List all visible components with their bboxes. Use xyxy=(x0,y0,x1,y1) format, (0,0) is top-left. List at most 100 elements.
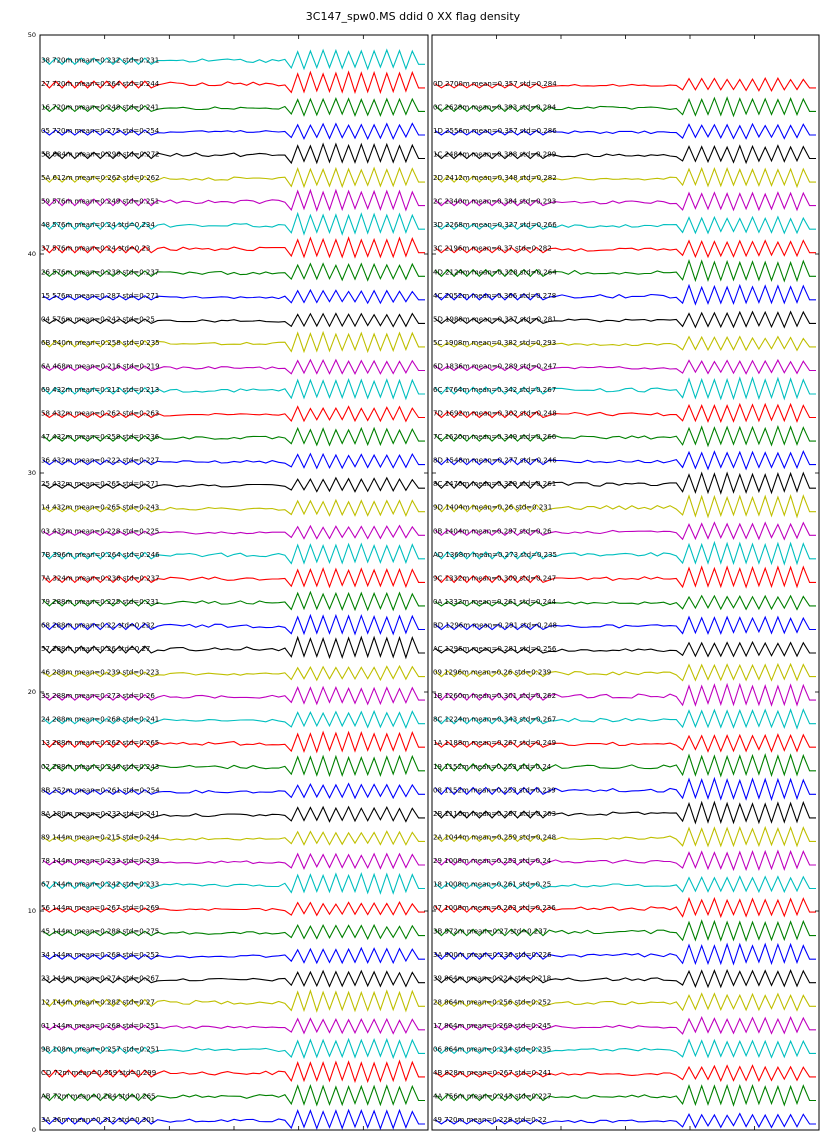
series-line xyxy=(42,330,425,354)
series-line xyxy=(434,1064,816,1083)
series-line xyxy=(42,377,425,401)
series-label: 3C 2196m mean=0.37 std=0.282 xyxy=(433,245,552,253)
series-label: 4C 2052m mean=0.366 std=0.278 xyxy=(433,292,556,300)
series-line xyxy=(434,335,816,352)
series-label: 0C 2628m mean=0.393 std=0.294 xyxy=(433,103,557,111)
series-label: 78 144m mean=0.233 std=0.239 xyxy=(41,857,159,865)
series-label: 8C 1224m mean=0.343 std=0.267 xyxy=(433,716,556,724)
series-line xyxy=(42,358,425,376)
series-line xyxy=(434,682,816,707)
series-line xyxy=(42,1017,425,1035)
series-label: 15 576m mean=0.287 std=0.271 xyxy=(41,292,159,300)
series-line xyxy=(42,1037,425,1060)
series-line xyxy=(42,524,425,540)
series-line xyxy=(434,1015,816,1035)
series-label: 56 144m mean=0.267 std=0.269 xyxy=(41,904,159,912)
series-label: 14 432m mean=0.265 std=0.243 xyxy=(41,504,159,512)
series-line xyxy=(434,992,816,1012)
series-label: 29 1008m mean=0.253 std=0.24 xyxy=(433,857,552,865)
series-line xyxy=(42,142,425,165)
series-label: 5D 1980m mean=0.337 std=0.281 xyxy=(433,315,557,323)
series-line xyxy=(42,830,425,846)
series-line xyxy=(434,615,816,636)
series-line xyxy=(42,211,425,236)
series-label: 49 720m mean=0.228 std=0.22 xyxy=(433,1116,547,1124)
series-label: 3B 972m mean=0.27 std=0.237 xyxy=(433,928,547,936)
series-label: 0B 1404m mean=0.297 std=0.26 xyxy=(433,527,552,535)
series-line xyxy=(434,875,816,894)
y-tick-label: 50 xyxy=(28,31,36,39)
series-line xyxy=(434,565,816,589)
series-label: 2A 1044m mean=0.259 std=0.248 xyxy=(433,833,556,841)
series-label: 24 288m mean=0.268 std=0.241 xyxy=(41,716,159,724)
series-label: 04 576m mean=0.242 std=0.25 xyxy=(41,315,155,323)
series-line xyxy=(434,310,816,329)
series-line xyxy=(434,896,816,919)
series-label: 0A 1332m mean=0.261 std=0.244 xyxy=(433,598,557,606)
series-label: 89 144m mean=0.215 std=0.244 xyxy=(41,833,160,841)
series-label: 7D 1692m mean=0.302 std=0.248 xyxy=(433,410,557,418)
series-label: 1A 1188m mean=0.267 std=0.249 xyxy=(433,739,556,747)
series-label: 47 432m mean=0.258 std=0.236 xyxy=(41,433,160,441)
series-line xyxy=(434,450,816,471)
series-label: 06 864m mean=0.234 std=0.235 xyxy=(433,1045,551,1053)
series-label: 4B 828m mean=0.267 std=0.241 xyxy=(433,1069,552,1077)
series-line xyxy=(42,542,425,565)
series-label: 5A 612m mean=0.262 std=0.262 xyxy=(41,174,160,182)
series-label: 6A 468m mean=0.216 std=0.219 xyxy=(41,362,160,370)
series-line xyxy=(42,590,425,612)
series-label: CD 72m mean=0.359 std=0.299 xyxy=(41,1069,156,1077)
series-line xyxy=(434,594,816,611)
series-label: 07 1008m mean=0.263 std=0.236 xyxy=(433,904,556,912)
series-label: 2C 2340m mean=0.384 std=0.293 xyxy=(433,198,556,206)
series-label: 08 1152m mean=0.253 std=0.239 xyxy=(433,786,556,794)
series-line xyxy=(434,166,816,189)
series-line xyxy=(42,188,425,213)
series-label: 6B 540m mean=0.258 std=0.235 xyxy=(41,339,160,347)
y-tick-label: 20 xyxy=(28,688,36,696)
series-line xyxy=(42,782,425,800)
series-label: 39 864m mean=0.224 std=0.218 xyxy=(433,975,551,983)
series-line xyxy=(434,358,816,375)
series-line xyxy=(42,685,425,706)
series-label: 68 288m mean=0.22 std=0.232 xyxy=(41,621,155,629)
series-label: 02 288m mean=0.246 std=0.243 xyxy=(41,763,159,771)
series-line xyxy=(434,732,816,753)
series-label: 79 288m mean=0.225 std=0.231 xyxy=(41,598,159,606)
series-line xyxy=(42,664,425,682)
series-line xyxy=(42,923,425,941)
series-label: 8A 180m mean=0.232 std=0.241 xyxy=(41,810,160,818)
series-label: 57 288m mean=0.26 std=0.27 xyxy=(41,645,150,653)
series-label: 45 144m mean=0.288 std=0.275 xyxy=(41,928,159,936)
series-line xyxy=(42,805,425,823)
series-line xyxy=(434,471,816,495)
series-line xyxy=(434,752,816,778)
series-label: 2D 2412m mean=0.348 std=0.282 xyxy=(433,174,557,182)
y-tick-label: 10 xyxy=(28,907,36,915)
series-label: 4A 756m mean=0.243 std=0.227 xyxy=(433,1092,552,1100)
series-label: 7A 324m mean=0.236 std=0.237 xyxy=(41,574,160,582)
series-line xyxy=(42,288,425,305)
series-label: 16 720m mean=0.248 std=0.241 xyxy=(41,103,159,111)
y-tick-label: 30 xyxy=(28,469,36,477)
series-label: 1D 2556m mean=0.357 std=0.286 xyxy=(433,127,557,135)
series-label: 28 864m mean=0.256 std=0.252 xyxy=(433,998,551,1006)
series-line xyxy=(434,424,816,448)
series-line xyxy=(434,402,816,424)
series-label: AB 72m mean=0.284 std=0.265 xyxy=(41,1092,156,1100)
series-line xyxy=(42,988,425,1013)
series-label: 9D 1404m mean=0.26 std=0.231 xyxy=(433,504,552,512)
series-line xyxy=(42,613,425,636)
series-line xyxy=(42,48,425,71)
series-label: AC 1296m mean=0.281 std=0.256 xyxy=(433,645,557,653)
series-line xyxy=(434,215,816,235)
series-line xyxy=(434,283,816,306)
series-line xyxy=(434,1112,816,1129)
series-line xyxy=(42,566,425,589)
series-label: 5B 684m mean=0.296 std=0.272 xyxy=(41,151,160,159)
series-line xyxy=(42,1108,425,1131)
series-label: 3A 900m mean=0.236 std=0.226 xyxy=(433,951,552,959)
series-line xyxy=(42,1059,425,1084)
series-line xyxy=(434,942,816,966)
series-line xyxy=(434,640,816,658)
